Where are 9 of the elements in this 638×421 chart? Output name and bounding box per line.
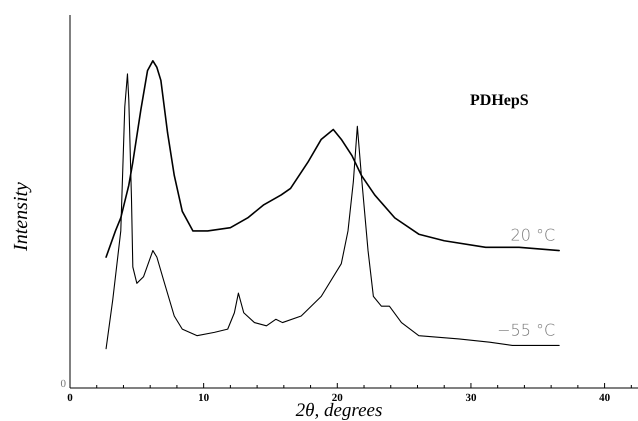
text: PDHepS [470,92,529,109]
series-label: 20 °C [510,226,556,245]
x-tick-label: 40 [599,392,611,404]
x-tick-label: 0 [67,392,74,404]
x-tick-label: 10 [198,392,210,404]
series-label: −55 °C [497,320,556,340]
y-axis-title: Intensity [10,182,32,252]
x-tick-label: 30 [465,392,477,404]
text: 0 [60,378,66,390]
